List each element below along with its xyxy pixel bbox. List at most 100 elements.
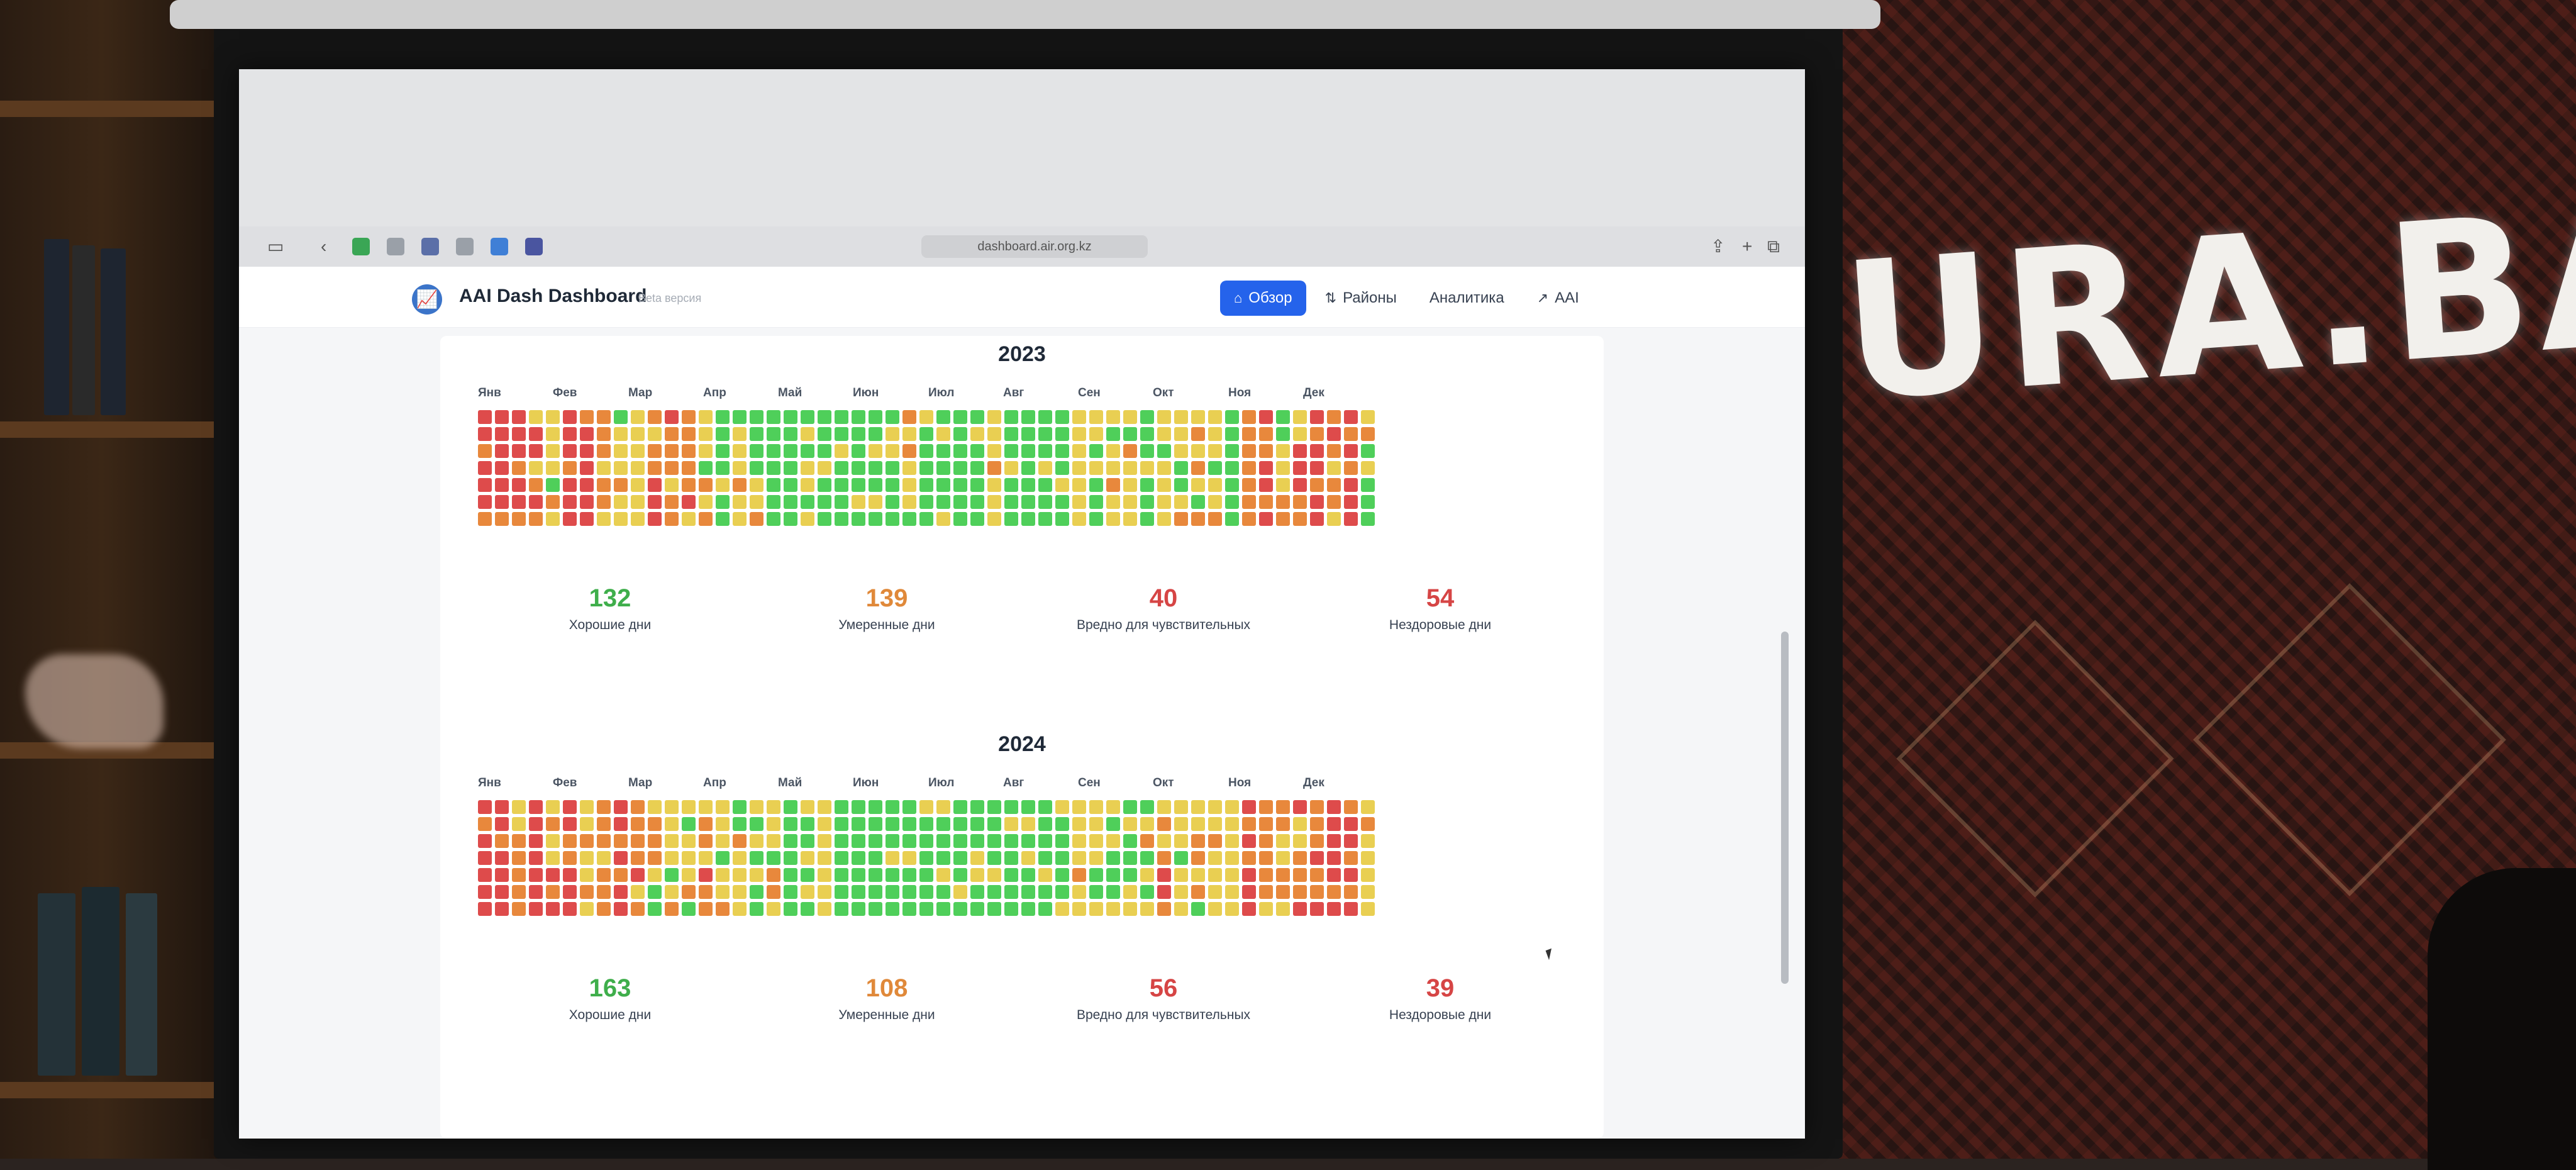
- day-cell-good[interactable]: [919, 868, 933, 882]
- day-cell-moderate[interactable]: [631, 478, 645, 492]
- day-cell-good[interactable]: [886, 800, 899, 814]
- day-cell-moderate[interactable]: [580, 817, 594, 831]
- day-cell-sensitive[interactable]: [648, 834, 662, 848]
- day-cell-sensitive[interactable]: [665, 427, 679, 441]
- day-cell-moderate[interactable]: [801, 461, 814, 475]
- day-cell-good[interactable]: [818, 495, 831, 509]
- day-cell-sensitive[interactable]: [597, 817, 611, 831]
- day-cell-good[interactable]: [716, 851, 730, 865]
- day-cell-unhealthy[interactable]: [1327, 868, 1341, 882]
- day-cell-sensitive[interactable]: [1191, 851, 1205, 865]
- day-cell-good[interactable]: [1038, 800, 1052, 814]
- day-cell-good[interactable]: [835, 427, 848, 441]
- day-cell-good[interactable]: [818, 427, 831, 441]
- day-cell-good[interactable]: [852, 512, 865, 526]
- day-cell-good[interactable]: [767, 495, 780, 509]
- day-cell-moderate[interactable]: [733, 495, 747, 509]
- day-cell-good[interactable]: [801, 868, 814, 882]
- day-cell-moderate[interactable]: [1191, 444, 1205, 458]
- day-cell-moderate[interactable]: [733, 461, 747, 475]
- day-cell-unhealthy[interactable]: [529, 868, 543, 882]
- tab-favicon-icon[interactable]: [387, 238, 404, 255]
- day-cell-unhealthy[interactable]: [1293, 902, 1307, 916]
- day-cell-moderate[interactable]: [1174, 817, 1188, 831]
- day-cell-moderate[interactable]: [512, 800, 526, 814]
- nav-item-districts[interactable]: ⇅ Районы: [1311, 281, 1411, 316]
- day-cell-good[interactable]: [801, 902, 814, 916]
- day-cell-moderate[interactable]: [699, 444, 713, 458]
- day-cell-sensitive[interactable]: [1344, 461, 1358, 475]
- day-cell-moderate[interactable]: [1174, 444, 1188, 458]
- day-cell-moderate[interactable]: [987, 444, 1001, 458]
- day-cell-good[interactable]: [835, 902, 848, 916]
- day-cell-good[interactable]: [953, 427, 967, 441]
- day-cell-moderate[interactable]: [1089, 427, 1103, 441]
- day-cell-moderate[interactable]: [936, 512, 950, 526]
- day-cell-unhealthy[interactable]: [1310, 902, 1324, 916]
- day-cell-good[interactable]: [1157, 444, 1171, 458]
- day-cell-sensitive[interactable]: [767, 885, 780, 899]
- day-cell-moderate[interactable]: [1106, 410, 1120, 424]
- day-cell-good[interactable]: [750, 444, 763, 458]
- day-cell-sensitive[interactable]: [580, 885, 594, 899]
- day-cell-moderate[interactable]: [648, 427, 662, 441]
- day-cell-good[interactable]: [1021, 868, 1035, 882]
- day-cell-good[interactable]: [1055, 495, 1069, 509]
- day-cell-good[interactable]: [784, 851, 797, 865]
- day-cell-moderate[interactable]: [1072, 851, 1086, 865]
- day-cell-good[interactable]: [716, 512, 730, 526]
- day-cell-good[interactable]: [953, 817, 967, 831]
- day-cell-moderate[interactable]: [733, 512, 747, 526]
- day-cell-unhealthy[interactable]: [495, 410, 509, 424]
- tab-favicon-icon[interactable]: [421, 238, 439, 255]
- day-cell-moderate[interactable]: [1174, 885, 1188, 899]
- day-cell-sensitive[interactable]: [665, 902, 679, 916]
- day-cell-moderate[interactable]: [1072, 444, 1086, 458]
- day-cell-moderate[interactable]: [1140, 461, 1154, 475]
- day-cell-good[interactable]: [987, 817, 1001, 831]
- day-cell-moderate[interactable]: [970, 427, 984, 441]
- day-cell-good[interactable]: [1038, 444, 1052, 458]
- day-cell-moderate[interactable]: [1157, 427, 1171, 441]
- day-cell-moderate[interactable]: [716, 834, 730, 848]
- day-cell-good[interactable]: [835, 800, 848, 814]
- day-cell-sensitive[interactable]: [512, 851, 526, 865]
- day-cell-good[interactable]: [1123, 868, 1137, 882]
- day-cell-moderate[interactable]: [699, 410, 713, 424]
- day-cell-moderate[interactable]: [546, 834, 560, 848]
- day-cell-sensitive[interactable]: [512, 885, 526, 899]
- day-cell-unhealthy[interactable]: [563, 427, 577, 441]
- day-cell-good[interactable]: [970, 410, 984, 424]
- day-cell-good[interactable]: [919, 512, 933, 526]
- day-cell-good[interactable]: [1021, 461, 1035, 475]
- day-cell-good[interactable]: [1123, 427, 1137, 441]
- day-cell-moderate[interactable]: [1157, 834, 1171, 848]
- day-cell-unhealthy[interactable]: [478, 868, 492, 882]
- day-cell-moderate[interactable]: [902, 851, 916, 865]
- day-cell-sensitive[interactable]: [1259, 800, 1273, 814]
- day-cell-moderate[interactable]: [1174, 902, 1188, 916]
- day-cell-moderate[interactable]: [919, 800, 933, 814]
- day-cell-sensitive[interactable]: [699, 478, 713, 492]
- day-cell-good[interactable]: [886, 834, 899, 848]
- day-cell-good[interactable]: [784, 800, 797, 814]
- day-cell-moderate[interactable]: [631, 410, 645, 424]
- day-cell-unhealthy[interactable]: [1327, 851, 1341, 865]
- day-cell-good[interactable]: [818, 444, 831, 458]
- day-cell-moderate[interactable]: [648, 868, 662, 882]
- day-cell-moderate[interactable]: [580, 868, 594, 882]
- day-cell-moderate[interactable]: [1208, 851, 1222, 865]
- day-cell-good[interactable]: [1055, 817, 1069, 831]
- day-cell-good[interactable]: [1004, 478, 1018, 492]
- day-cell-sensitive[interactable]: [1344, 851, 1358, 865]
- day-cell-good[interactable]: [818, 512, 831, 526]
- day-cell-good[interactable]: [716, 427, 730, 441]
- day-cell-unhealthy[interactable]: [1293, 444, 1307, 458]
- day-cell-moderate[interactable]: [801, 800, 814, 814]
- day-cell-sensitive[interactable]: [563, 851, 577, 865]
- day-cell-moderate[interactable]: [818, 800, 831, 814]
- day-cell-moderate[interactable]: [750, 800, 763, 814]
- day-cell-moderate[interactable]: [1208, 495, 1222, 509]
- day-cell-good[interactable]: [919, 427, 933, 441]
- day-cell-unhealthy[interactable]: [563, 902, 577, 916]
